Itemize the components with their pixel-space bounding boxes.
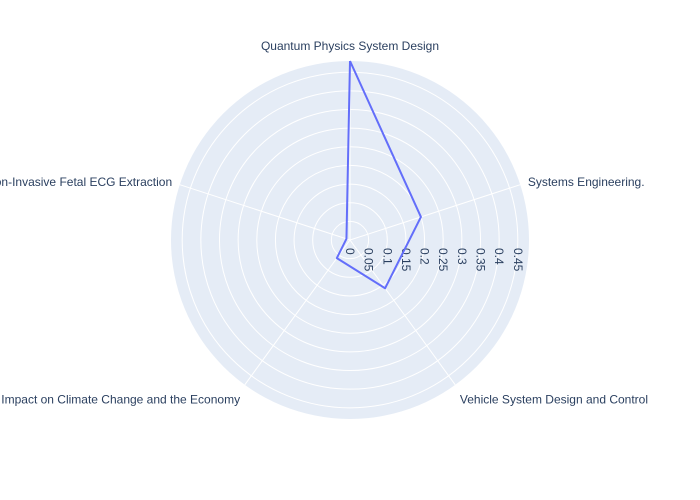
radial-tick-label: 0 [343, 248, 357, 255]
radial-tick-label: 0.1 [380, 248, 394, 265]
radial-tick-label: 0.2 [418, 248, 432, 265]
category-label: Non-Invasive Fetal ECG Extraction [0, 175, 172, 189]
angular-gridline [349, 239, 456, 386]
angular-gridline [244, 239, 351, 386]
radial-tick-label: 0.4 [492, 248, 506, 265]
category-label: Vehicle System Design and Control [460, 392, 648, 406]
category-label: Systems Engineering. [528, 175, 645, 189]
category-label: Quantum Physics System Design [261, 39, 439, 53]
category-label: Impact on Climate Change and the Economy [1, 392, 240, 406]
radial-tick-label: 0.3 [455, 248, 469, 265]
angular-gridline [349, 184, 521, 241]
series-line [335, 60, 422, 290]
radial-tick-label: 0.25 [436, 248, 450, 272]
angular-gridline [179, 184, 351, 241]
radial-tick-label: 0.45 [511, 248, 525, 272]
radial-tick-label: 0.15 [399, 248, 413, 272]
radial-tick-label: 0.35 [474, 248, 488, 272]
radial-tick-label: 0.05 [362, 248, 376, 272]
